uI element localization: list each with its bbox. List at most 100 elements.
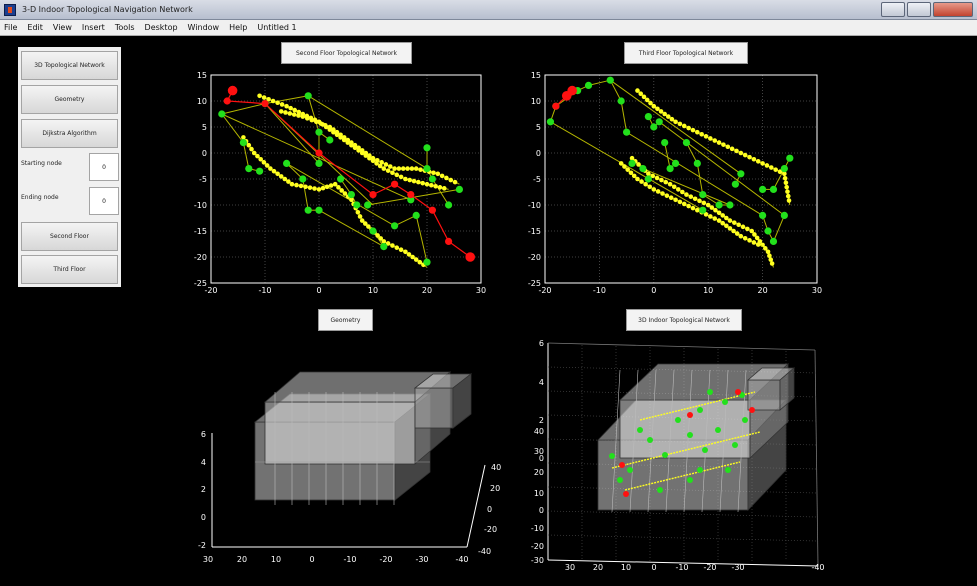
dijkstra-button[interactable]: Dijkstra Algorithm <box>21 119 118 148</box>
corridor-node <box>378 236 384 241</box>
corridor-node <box>673 119 678 125</box>
corridor-node <box>625 167 630 172</box>
edge <box>221 113 244 143</box>
corridor-node <box>727 226 733 231</box>
menu-view[interactable]: View <box>52 23 72 32</box>
close-button[interactable] <box>933 2 973 17</box>
3d-network-button[interactable]: 3D Topological Network <box>21 51 118 80</box>
corridor-node <box>663 179 669 185</box>
corridor-node <box>725 144 731 150</box>
corridor-node <box>255 153 260 159</box>
minimize-button[interactable] <box>881 2 905 17</box>
corridor-node <box>677 121 683 127</box>
corridor-node <box>437 185 443 190</box>
axes-box <box>210 74 482 284</box>
corridor-node <box>716 140 722 145</box>
corridor-node <box>703 134 709 139</box>
second-floor-button[interactable]: Second Floor <box>21 222 118 251</box>
net-block-stair-side <box>779 367 795 411</box>
x-tick-label: 10 <box>621 563 631 572</box>
corridor-node <box>383 162 389 167</box>
edge <box>658 121 785 216</box>
x-tick-label: 0 <box>316 286 321 295</box>
network-node <box>623 128 631 136</box>
corridor-node <box>332 181 338 187</box>
starting-node-input[interactable]: 0 <box>89 153 119 181</box>
corridor-node <box>684 192 689 197</box>
path-node <box>749 407 755 413</box>
corridor-node <box>363 153 369 158</box>
corridor-node <box>385 241 391 246</box>
corridor-node <box>429 182 434 188</box>
x-tick-label: 30 <box>203 555 213 564</box>
corridor-node <box>677 199 683 205</box>
corridor-node <box>769 165 774 170</box>
x-tick-label: -40 <box>811 563 824 572</box>
x-tick-label: 10 <box>368 286 378 295</box>
corridor-node <box>669 116 675 122</box>
corridor-node <box>249 146 254 152</box>
x-tick-label: 30 <box>476 286 486 295</box>
corridor-node <box>785 189 790 194</box>
corridor-node <box>307 185 313 190</box>
corridor-node <box>639 179 644 184</box>
maximize-button[interactable] <box>907 2 931 17</box>
corridor-node <box>444 175 449 181</box>
network-node <box>412 211 420 219</box>
corridor-node <box>303 184 308 190</box>
corridor-node <box>662 111 667 117</box>
y-tick-label: 0 <box>487 505 492 514</box>
corridor-node <box>716 210 722 216</box>
corridor-line <box>259 95 449 190</box>
network-node <box>725 467 731 473</box>
edge <box>609 79 622 102</box>
corridor-node <box>745 226 750 232</box>
y-tick-label: -30 <box>531 556 544 565</box>
corridor-node <box>690 127 696 133</box>
geometry-button[interactable]: Geometry <box>21 85 118 114</box>
corridor-node <box>631 173 637 179</box>
network-node <box>353 201 361 209</box>
y-tick-label: -10 <box>194 201 207 210</box>
menu-insert[interactable]: Insert <box>81 23 105 32</box>
corridor-node <box>763 246 768 251</box>
third-floor-button[interactable]: Third Floor <box>21 255 118 284</box>
menu-help[interactable]: Help <box>229 23 248 32</box>
network-node <box>731 180 740 188</box>
title-bar: 3-D Indoor Topological Navigation Networ… <box>0 0 977 20</box>
path-node <box>369 191 377 199</box>
edge <box>286 163 304 180</box>
corridor-node <box>413 166 419 171</box>
corridor-node <box>655 189 661 194</box>
menu-tools[interactable]: Tools <box>114 23 135 32</box>
menu-window[interactable]: Window <box>187 23 220 32</box>
network-node <box>380 243 388 251</box>
network-node <box>423 144 431 152</box>
menu-untitled[interactable]: Untitled 1 <box>257 23 297 32</box>
corridor-node <box>435 171 441 177</box>
x-tick-label: -20 <box>538 286 551 295</box>
y-tick-label: 10 <box>531 97 541 106</box>
corridor-node <box>261 160 267 165</box>
edge <box>415 215 428 263</box>
corridor-node <box>703 212 709 217</box>
edge <box>620 100 628 133</box>
path-line <box>226 90 471 258</box>
corridor-node <box>688 194 694 199</box>
ending-node-input[interactable]: 0 <box>89 187 119 215</box>
corridor-node <box>403 176 408 182</box>
corridor-line <box>624 461 741 491</box>
menu-file[interactable]: File <box>4 23 18 32</box>
corridor-node <box>411 178 417 184</box>
network-node <box>732 442 738 448</box>
window-title: 3-D Indoor Topological Navigation Networ… <box>22 5 193 14</box>
network-node <box>347 191 355 199</box>
menu-edit[interactable]: Edit <box>27 23 43 32</box>
corridor-node <box>720 213 726 218</box>
menu-desktop[interactable]: Desktop <box>144 23 178 32</box>
